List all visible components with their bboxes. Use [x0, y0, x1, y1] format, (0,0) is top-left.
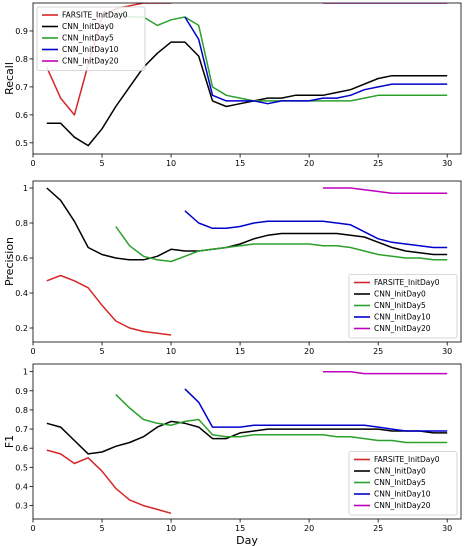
y-tick-label: 0.9	[15, 387, 28, 396]
legend-entry: CNN_InitDay5	[374, 301, 426, 310]
x-tick-label: 5	[99, 347, 104, 356]
legend-entry: CNN_InitDay0	[374, 290, 426, 299]
x-tick-label: 20	[304, 347, 314, 356]
axes-frame	[32, 180, 462, 343]
x-tick-label: 5	[99, 524, 104, 533]
series-line-farsite-initday0	[46, 449, 172, 515]
chart-panel-2: 0 5 10 15 20 25 30 0.2 0.4 0.6 0.8 1 Precision FARSIT…	[3, 180, 462, 356]
series-line-farsite-initday0	[46, 274, 172, 336]
legend-entry: CNN_InitDay20	[374, 324, 431, 333]
y-tick-label: 0.7	[15, 83, 28, 92]
legend-box	[36, 6, 146, 71]
series-line-cnn-initday5	[115, 10, 448, 102]
legend: FARSITE_InitDay0 CNN_InitDay0 CNN_InitDay5…	[348, 451, 458, 516]
y-tick-label: 0.6	[15, 444, 28, 453]
y-tick-label: 0.2	[15, 324, 28, 333]
series-line-cnn-initday5	[115, 394, 448, 444]
y-tick-label: 0.4	[15, 289, 28, 298]
chart-panel-3: 0 5 10 15 20 25 30 0.3 0.4 0.5 0.6 0.7 0.8 0.9 1 F1 Day F…	[3, 363, 462, 546]
chart-panel-1: 0 5 10 15 20 25 30 0.5 0.6 0.7 0.8 0.9 Recall FARSITE…	[3, 2, 462, 168]
legend-entry: FARSITE_InitDay0	[374, 455, 440, 464]
x-tick-label: 0	[30, 347, 35, 356]
x-tick-label: 15	[235, 159, 245, 168]
series-line-cnn-initday20	[322, 370, 448, 375]
legend: FARSITE_InitDay0 CNN_InitDay0 CNN_InitDay5…	[348, 274, 458, 339]
series-line-cnn-initday5	[115, 226, 448, 263]
x-tick-label: 10	[166, 347, 176, 356]
y-tick-label: 1	[23, 184, 28, 193]
y-tick-label: 0.9	[15, 27, 28, 36]
x-tick-label: 0	[30, 159, 35, 168]
series-line-cnn-initday10	[184, 16, 448, 105]
legend: FARSITE_InitDay0 CNN_InitDay0 CNN_InitDay5…	[36, 6, 146, 71]
x-tick-label: 10	[166, 159, 176, 168]
y-tick-label: 0.5	[15, 463, 28, 472]
legend-entry: CNN_InitDay10	[62, 45, 119, 54]
axes-frame	[32, 2, 462, 155]
x-axis-label: Day	[236, 534, 258, 546]
y-tick-label: 0.8	[15, 219, 28, 228]
y-tick-label: 0.7	[15, 425, 28, 434]
y-axis-label: Precision	[3, 237, 16, 286]
x-tick-label: 10	[166, 524, 176, 533]
legend-box	[348, 274, 458, 339]
legend-entry: CNN_InitDay5	[62, 34, 114, 43]
legend-box	[348, 451, 458, 516]
x-tick-label: 30	[442, 159, 452, 168]
series-line-cnn-initday0	[46, 420, 448, 455]
y-tick-label: 0.6	[15, 111, 28, 120]
x-tick-label: 25	[373, 524, 383, 533]
legend-entry: CNN_InitDay20	[62, 57, 119, 66]
x-tick-label: 5	[99, 159, 104, 168]
x-tick-label: 20	[304, 159, 314, 168]
series-line-cnn-initday10	[184, 388, 448, 432]
x-tick-label: 25	[373, 347, 383, 356]
legend-entry: CNN_InitDay20	[374, 501, 431, 510]
y-tick-label: 0.8	[15, 406, 28, 415]
legend-entry: CNN_InitDay0	[374, 467, 426, 476]
x-tick-label: 15	[235, 524, 245, 533]
x-tick-label: 15	[235, 347, 245, 356]
series-line-cnn-initday20	[322, 187, 448, 195]
legend-entry: CNN_InitDay5	[374, 478, 426, 487]
series-line-cnn-initday10	[184, 210, 448, 249]
series-line-cnn-initday0	[46, 41, 448, 147]
legend-entry: FARSITE_InitDay0	[62, 11, 128, 20]
legend-entry: CNN_InitDay0	[62, 22, 114, 31]
x-tick-label: 25	[373, 159, 383, 168]
legend-entry: FARSITE_InitDay0	[374, 278, 440, 287]
y-tick-label: 0.6	[15, 254, 28, 263]
x-tick-label: 0	[30, 524, 35, 533]
y-tick-label: 1	[23, 368, 28, 377]
x-tick-label: 20	[304, 524, 314, 533]
y-tick-label: 0.5	[15, 139, 28, 148]
x-tick-label: 30	[442, 524, 452, 533]
y-axis-label: Recall	[3, 62, 16, 95]
y-tick-label: 0.4	[15, 482, 28, 491]
y-axis-label: F1	[3, 435, 16, 448]
axes-frame	[32, 363, 462, 520]
y-tick-label: 0.8	[15, 55, 28, 64]
x-tick-label: 30	[442, 347, 452, 356]
y-tick-label: 0.3	[15, 502, 28, 511]
legend-entry: CNN_InitDay10	[374, 313, 431, 322]
series-line-cnn-initday0	[46, 187, 448, 261]
legend-entry: CNN_InitDay10	[374, 490, 431, 499]
